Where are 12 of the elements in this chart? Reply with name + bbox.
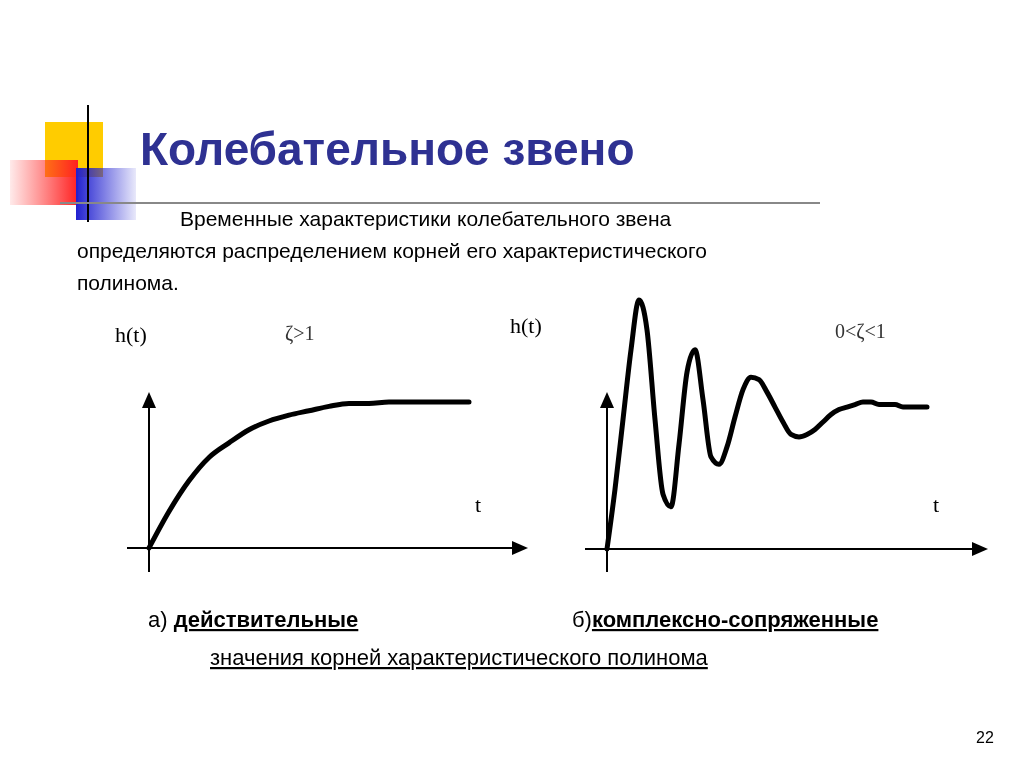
text: б)комплексно-сопряженные xyxy=(572,607,879,632)
annotation: 0<ζ<1 xyxy=(835,320,886,343)
x-axis-title: t xyxy=(932,492,940,517)
text: значения корней характеристического полинома xyxy=(210,645,709,670)
x-axis-title: t xyxy=(474,492,482,517)
y-axis-title: h(t) xyxy=(510,313,542,338)
text: 22 xyxy=(976,729,994,746)
y-axis-title: h(t) xyxy=(115,322,147,347)
chart-title: Колебательное звено xyxy=(140,123,635,175)
chart-subtitle: Временные характеристики колебательного звена определяются распределением корней его характеристического полинома. xyxy=(77,207,707,294)
text: ζ>1 xyxy=(285,322,315,345)
text: а) действительные xyxy=(148,607,359,632)
